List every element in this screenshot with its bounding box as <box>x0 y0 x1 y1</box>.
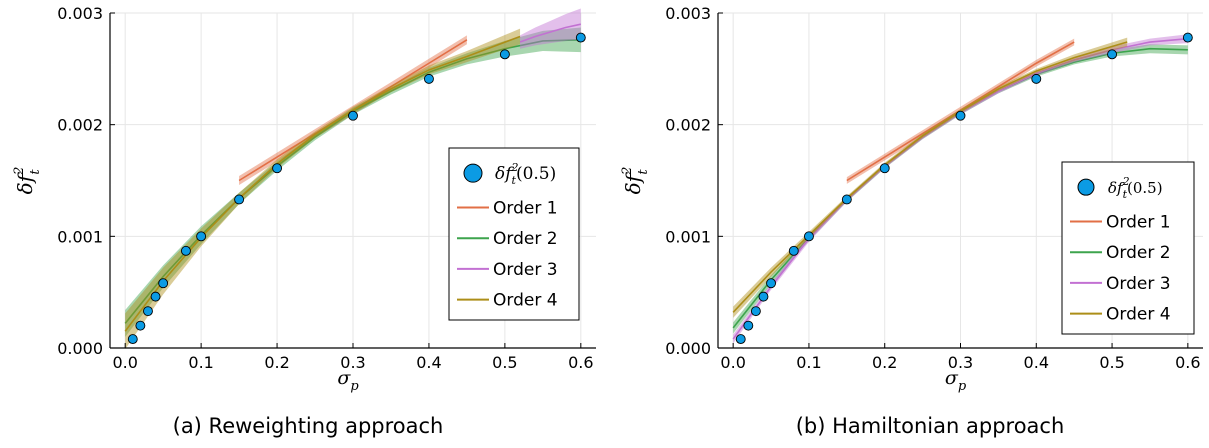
y-tick-label: 0.000 <box>57 339 103 358</box>
legend-label-order-3: Order 3 <box>493 260 558 280</box>
x-tick-label: 0.1 <box>796 353 821 372</box>
y-axis-label-text: δf2t <box>12 167 43 195</box>
legend-points-suffix: (0.5) <box>1127 179 1163 197</box>
x-axis-label-sub: p <box>350 379 359 394</box>
legend-points-main: δf <box>495 164 514 184</box>
data-point <box>423 73 434 84</box>
legend-label-order-4: Order 4 <box>1106 305 1171 325</box>
y-tick-label: 0.002 <box>665 116 711 135</box>
y-axis-label-sup: 2 <box>12 167 27 176</box>
x-tick-label: 0.4 <box>1024 353 1049 372</box>
y-axis-label-sub: t <box>28 169 43 175</box>
x-tick-label: 0.6 <box>568 353 593 372</box>
data-point <box>1182 32 1193 43</box>
series-band-order-3 <box>520 8 581 49</box>
x-axis-label-sub: p <box>958 379 967 394</box>
data-point <box>348 110 358 121</box>
panel-caption: (a) Reweighting approach <box>173 414 444 438</box>
data-point <box>735 334 746 345</box>
y-axis-label: δf2t <box>620 167 651 195</box>
x-tick-label: 0.4 <box>416 353 441 372</box>
data-point <box>743 320 754 331</box>
data-point <box>158 278 169 289</box>
data-point <box>196 231 207 242</box>
series-line-order-1 <box>846 41 1075 182</box>
x-tick-label: 0.3 <box>948 353 973 372</box>
data-point <box>766 278 776 289</box>
legend-points-sup: 2 <box>1122 175 1130 188</box>
data-point <box>955 110 966 121</box>
data-point <box>150 291 161 302</box>
data-point <box>841 194 852 205</box>
y-axis-label-sub: t <box>636 169 651 175</box>
data-point <box>788 245 799 256</box>
y-axis-label-main: δf <box>621 171 645 194</box>
data-point <box>127 334 138 345</box>
data-point <box>143 306 153 317</box>
x-tick-label: 0.3 <box>340 353 365 372</box>
legend-label-points: δf2 t(0.5) <box>495 161 556 187</box>
legend-label-order-3: Order 3 <box>1106 274 1171 294</box>
x-axis-label: σp <box>945 367 967 394</box>
x-tick-label: 0.6 <box>1175 353 1200 372</box>
legend: δf2 t(0.5) Order 1 Order 2 Order 3 Order 4 <box>448 147 580 321</box>
data-point <box>803 231 814 242</box>
data-point <box>758 291 769 302</box>
y-axis-label-sup: 2 <box>620 167 635 176</box>
legend-label-order-4: Order 4 <box>493 291 558 311</box>
data-point <box>575 32 586 43</box>
panel-caption: (b) Hamiltonian approach <box>796 414 1065 438</box>
legend-points-suffix: (0.5) <box>516 164 556 184</box>
data-point <box>750 306 761 317</box>
data-point <box>234 194 245 205</box>
y-tick-label: 0.000 <box>665 339 711 358</box>
legend-points-sub: t <box>512 174 517 187</box>
x-axis-label: σp <box>337 367 359 394</box>
chart-panel-a: 0.0 0.1 0.2 0.3 0.4 0.5 0.6 0.000 0.001 0.002 0.00… <box>12 4 596 438</box>
y-tick-label: 0.002 <box>57 116 103 135</box>
chart-panel-b: 0.0 0.1 0.2 0.3 0.4 0.5 0.6 0.000 0.001 0.002 0.00… <box>620 4 1203 438</box>
legend-label-order-2: Order 2 <box>493 229 558 249</box>
series-line-order-3 <box>519 23 581 43</box>
data-point <box>499 49 510 60</box>
x-tick-label: 0.0 <box>112 353 137 372</box>
legend: δf2 t(0.5) Order 1 Order 2 Order 3 Order 4 <box>1061 161 1195 335</box>
legend-points-sup: 2 <box>511 161 519 174</box>
data-points <box>735 32 1193 345</box>
x-tick-label: 0.2 <box>872 353 897 372</box>
legend-label-order-1: Order 1 <box>493 199 558 219</box>
x-tick-label: 0.2 <box>264 353 289 372</box>
x-axis-label-main: σ <box>945 367 959 389</box>
x-tick-label: 0.0 <box>720 353 745 372</box>
legend-marker-points <box>463 163 483 183</box>
legend-label-points: δf2 t(0.5) <box>1108 175 1163 201</box>
y-axis-label-main: δf <box>13 171 37 194</box>
y-tick-label: 0.003 <box>665 4 711 23</box>
legend-points-main: δf <box>1108 179 1125 197</box>
legend-points-sub: t <box>1123 188 1128 201</box>
axes: 0.0 0.1 0.2 0.3 0.4 0.5 0.6 0.000 0.001 0.002 0.00… <box>57 4 596 372</box>
x-tick-label: 0.5 <box>492 353 517 372</box>
data-point <box>272 163 283 174</box>
legend-label-order-2: Order 2 <box>1106 243 1171 263</box>
legend-label-order-1: Order 1 <box>1106 213 1171 233</box>
data-point <box>879 163 890 174</box>
y-tick-label: 0.001 <box>57 227 103 246</box>
axes: 0.0 0.1 0.2 0.3 0.4 0.5 0.6 0.000 0.001 0.002 0.00… <box>665 4 1203 372</box>
legend-marker-points <box>1077 178 1095 196</box>
x-tick-label: 0.1 <box>188 353 213 372</box>
data-point <box>1031 73 1042 84</box>
data-point <box>1107 49 1118 60</box>
y-axis-label-text: δf2t <box>620 167 651 195</box>
y-axis-label: δf2t <box>12 167 43 195</box>
data-points <box>127 32 586 345</box>
x-tick-label: 0.5 <box>1099 353 1124 372</box>
data-point <box>135 320 146 331</box>
x-axis-label-main: σ <box>337 367 351 389</box>
data-point <box>180 245 191 256</box>
y-tick-label: 0.003 <box>57 4 103 23</box>
y-tick-label: 0.001 <box>665 227 711 246</box>
